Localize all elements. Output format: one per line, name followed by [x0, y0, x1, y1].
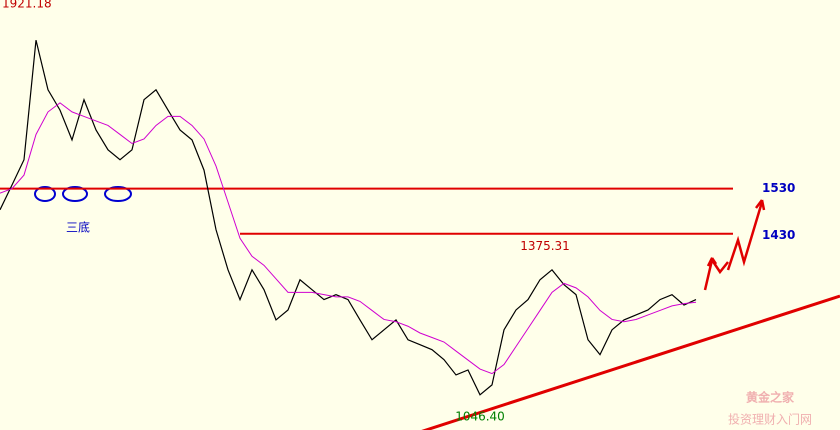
extreme-label: 1046.40: [455, 409, 505, 423]
annotation: 三底: [66, 220, 90, 235]
level-label: 1430: [762, 228, 795, 242]
support-ellipses: [34, 186, 132, 202]
price-line: [0, 102, 697, 375]
watermark-title: 黄金之家: [746, 390, 795, 405]
price-line: [0, 40, 697, 396]
projection-arrow: [726, 199, 766, 271]
extreme-label: 1375.31: [520, 239, 570, 253]
level-label: 1530: [762, 181, 795, 195]
trend-line: [421, 294, 840, 430]
extreme-label: 1921.18: [2, 0, 52, 11]
watermark-subtitle: 投资理财入门网: [728, 412, 812, 427]
projection-arrow: [703, 256, 729, 291]
